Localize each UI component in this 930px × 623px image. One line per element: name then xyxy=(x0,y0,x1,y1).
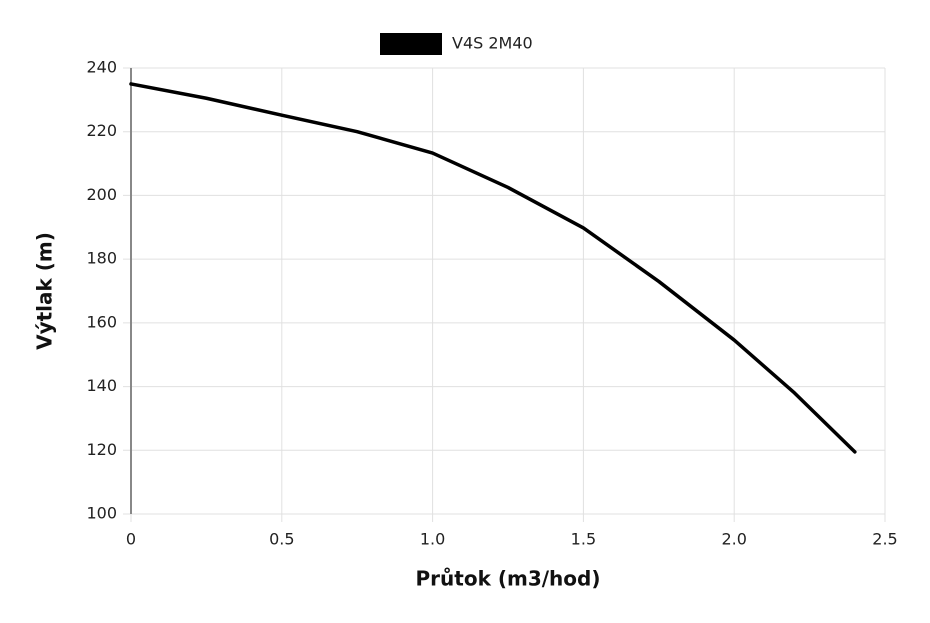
y-tick-label: 180 xyxy=(86,249,117,268)
y-tick-label: 140 xyxy=(86,376,117,395)
legend-label: V4S 2M40 xyxy=(452,34,533,53)
y-tick-label: 100 xyxy=(86,504,117,523)
x-tick-label: 2.5 xyxy=(872,530,897,549)
x-tick-label: 0.5 xyxy=(269,530,294,549)
x-axis-title: Průtok (m3/hod) xyxy=(416,567,601,591)
y-tick-label: 200 xyxy=(86,185,117,204)
y-axis-title: Výtlak (m) xyxy=(33,232,57,350)
y-tick-label: 240 xyxy=(86,58,117,77)
data-line xyxy=(129,82,857,454)
y-tick-label: 220 xyxy=(86,121,117,140)
y-tick-label: 120 xyxy=(86,440,117,459)
x-tick-label: 2.0 xyxy=(721,530,746,549)
y-tick-label: 160 xyxy=(86,312,117,331)
x-tick-label: 1.0 xyxy=(420,530,445,549)
legend-swatch xyxy=(380,33,442,55)
x-tick-label: 0 xyxy=(126,530,136,549)
x-tick-label: 1.5 xyxy=(571,530,596,549)
